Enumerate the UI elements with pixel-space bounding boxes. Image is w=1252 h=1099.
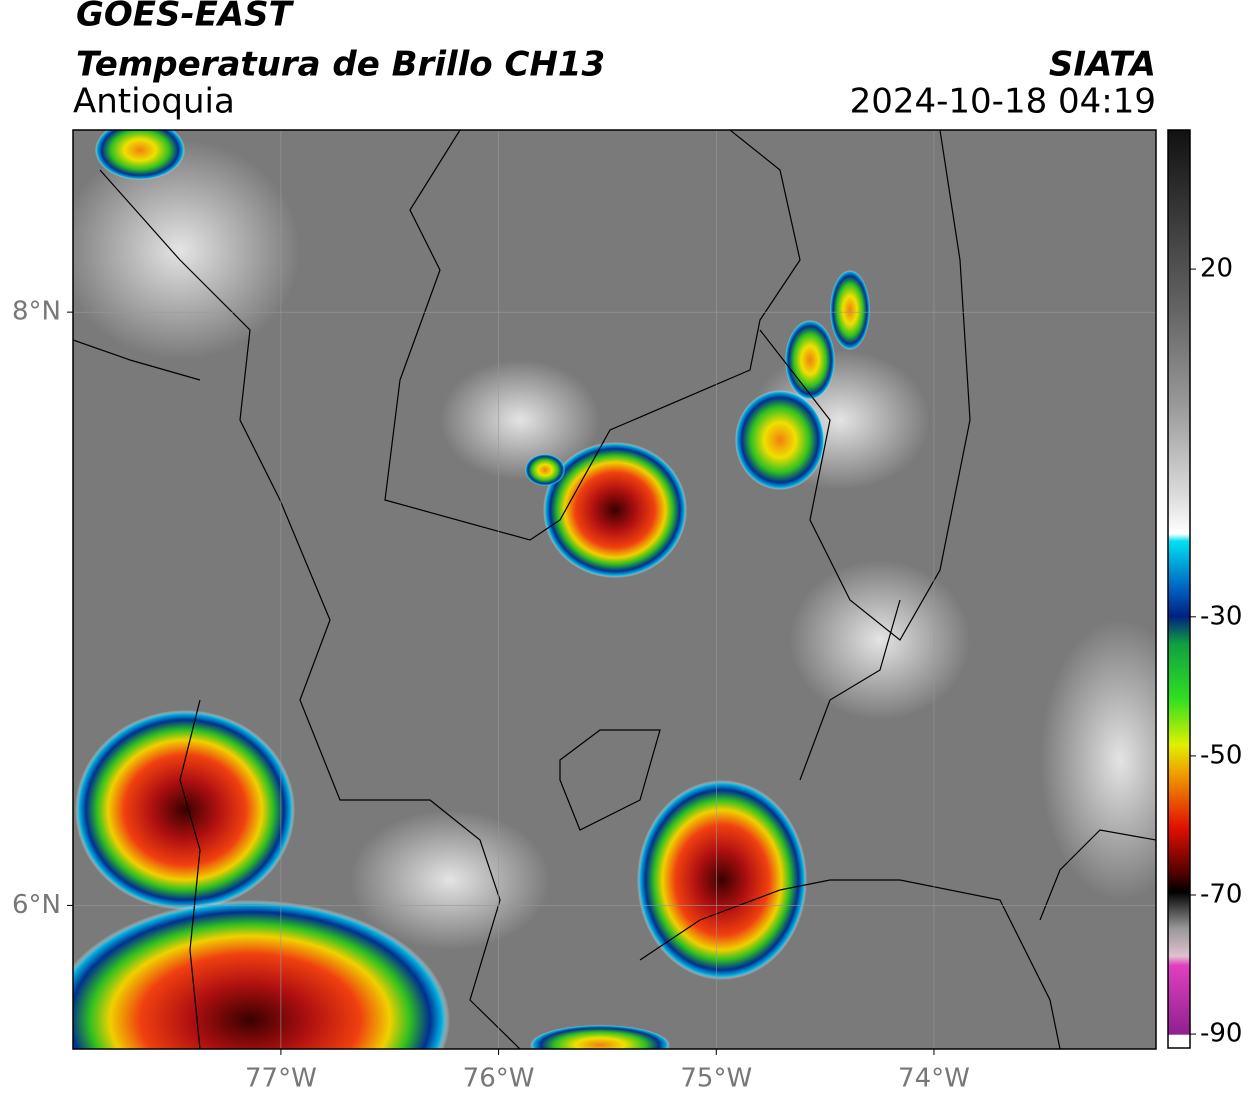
cloud [1040,620,1156,900]
colorbar-tick-label: -30 [1200,601,1242,631]
map [73,130,1156,1049]
storm [530,1025,670,1049]
map-frame [72,129,1157,1050]
colorbar-tick-label: -90 [1200,1019,1242,1049]
colorbar [1167,129,1191,1049]
storm [525,454,565,486]
x-tick-label: 75°W [680,1064,752,1094]
cloud [73,140,300,360]
storm [735,390,825,490]
y-tick-label: 8°N [12,297,61,327]
region: Antioquia [73,82,235,122]
source: SIATA [1049,45,1156,85]
cloud [440,360,600,480]
storm [543,442,687,578]
colorbar-tick-label: -70 [1200,880,1242,910]
satellite: GOES-EAST [76,0,295,35]
cloud [790,560,970,720]
borders [73,130,1156,1049]
storm [637,780,807,980]
colorbar-tick-label: 20 [1200,254,1233,284]
storm [73,900,450,1049]
datetime: 2024-10-18 04:19 [850,82,1156,122]
title: Temperatura de Brillo CH13 [76,45,605,85]
x-tick-label: 76°W [463,1064,535,1094]
storm [830,270,870,350]
storm [95,130,185,180]
y-tick-label: 6°N [12,890,61,920]
storm [785,320,835,400]
x-tick-label: 77°W [245,1064,317,1094]
colorbar-tick-label: -50 [1200,740,1242,770]
x-tick-label: 74°W [898,1064,970,1094]
grid [73,130,1156,1049]
storm [75,710,295,910]
cloud [350,810,550,950]
